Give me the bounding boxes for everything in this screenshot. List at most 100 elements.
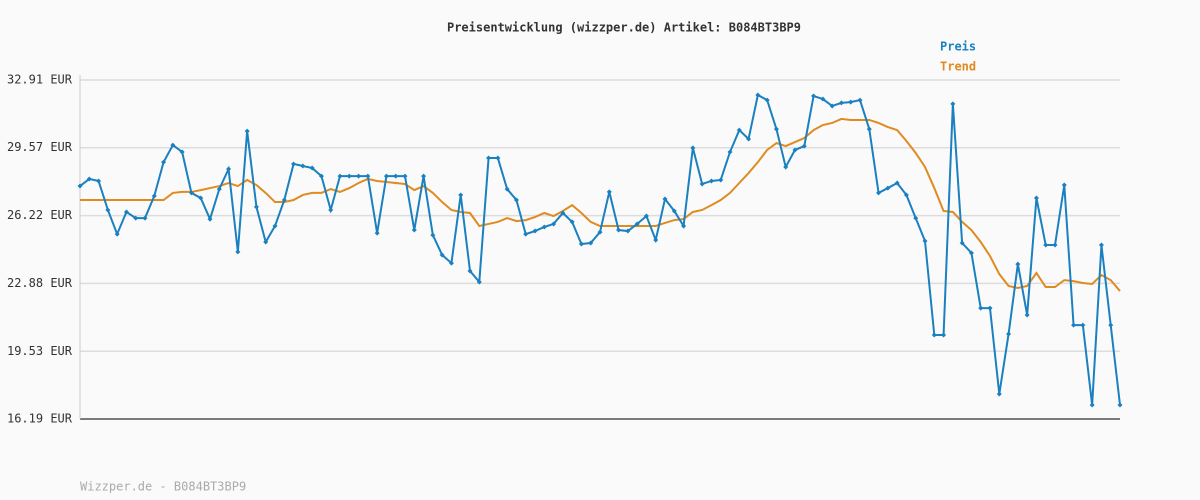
data-point <box>123 209 129 215</box>
data-point <box>328 207 334 213</box>
data-point <box>1043 242 1049 248</box>
data-point <box>495 155 501 161</box>
data-point <box>393 173 399 179</box>
data-point <box>86 176 92 182</box>
data-point <box>885 185 891 191</box>
data-point <box>1108 322 1114 328</box>
data-point <box>653 237 659 243</box>
data-point <box>161 159 167 165</box>
data-point <box>681 223 687 229</box>
legend-entry: Trend <box>940 60 976 74</box>
data-point <box>736 127 742 133</box>
data-point <box>421 173 427 179</box>
legend-entry: Preis <box>940 40 976 54</box>
data-point <box>504 186 510 192</box>
data-point <box>439 252 445 258</box>
data-point <box>773 126 779 132</box>
data-point <box>606 189 612 195</box>
data-point <box>746 136 752 142</box>
data-point <box>1033 195 1039 201</box>
data-point <box>142 215 148 221</box>
data-point <box>959 240 965 246</box>
data-point <box>792 147 798 153</box>
y-tick-label: 32.91 EUR <box>7 73 73 87</box>
data-point <box>114 231 120 237</box>
data-point <box>616 227 622 233</box>
data-point <box>1015 261 1021 267</box>
data-point <box>1089 402 1095 408</box>
data-point <box>170 142 176 148</box>
data-point <box>198 195 204 201</box>
data-point <box>727 149 733 155</box>
data-point <box>467 268 473 274</box>
data-point <box>207 216 213 222</box>
data-point <box>755 92 761 98</box>
data-point <box>337 173 343 179</box>
data-point <box>235 249 241 255</box>
data-point <box>513 197 519 203</box>
data-point <box>402 173 408 179</box>
data-point <box>662 196 668 202</box>
data-point <box>718 177 724 183</box>
data-point <box>1024 312 1030 318</box>
data-point <box>179 149 185 155</box>
data-point <box>476 279 482 285</box>
data-point <box>188 190 194 196</box>
data-point <box>811 93 817 99</box>
y-tick-label: 19.53 EUR <box>7 344 73 358</box>
data-point <box>829 103 835 109</box>
y-tick-label: 29.57 EUR <box>7 140 73 154</box>
data-point <box>1098 242 1104 248</box>
data-point <box>801 143 807 149</box>
data-point <box>708 178 714 184</box>
chart-title: Preisentwicklung (wizzper.de) Artikel: B… <box>447 21 801 35</box>
data-point <box>1117 402 1123 408</box>
data-point <box>96 178 102 184</box>
data-point <box>318 173 324 179</box>
data-point <box>950 101 956 107</box>
data-point <box>987 305 993 311</box>
data-point <box>876 190 882 196</box>
data-point <box>133 215 139 221</box>
data-point <box>226 166 232 172</box>
data-point <box>374 230 380 236</box>
data-point <box>430 232 436 238</box>
data-point <box>411 227 417 233</box>
data-point <box>838 100 844 106</box>
data-point <box>625 228 631 234</box>
data-point <box>532 228 538 234</box>
data-point <box>671 208 677 214</box>
data-point <box>281 197 287 203</box>
data-point <box>105 207 111 213</box>
data-point <box>560 210 566 216</box>
footer: Wizzper.de - B084BT3BP9 <box>80 480 246 494</box>
data-point <box>941 332 947 338</box>
data-point <box>263 239 269 245</box>
data-point <box>699 181 705 187</box>
data-point <box>903 192 909 198</box>
data-point <box>634 221 640 227</box>
data-point <box>1071 322 1077 328</box>
data-point <box>448 260 454 266</box>
data-point <box>272 223 278 229</box>
data-point <box>300 163 306 169</box>
data-point <box>356 173 362 179</box>
y-tick-label: 22.88 EUR <box>7 276 73 290</box>
data-point <box>820 96 826 102</box>
data-point <box>922 238 928 244</box>
data-point <box>216 186 222 192</box>
data-point <box>913 215 919 221</box>
data-point <box>253 204 259 210</box>
y-tick-label: 16.19 EUR <box>7 412 73 426</box>
data-point <box>541 224 547 230</box>
data-point <box>244 128 250 134</box>
data-point <box>978 305 984 311</box>
data-point <box>643 213 649 219</box>
data-point <box>486 155 492 161</box>
y-tick-label: 26.22 EUR <box>7 208 73 222</box>
data-point <box>857 97 863 103</box>
data-point <box>578 241 584 247</box>
data-point <box>523 231 529 237</box>
